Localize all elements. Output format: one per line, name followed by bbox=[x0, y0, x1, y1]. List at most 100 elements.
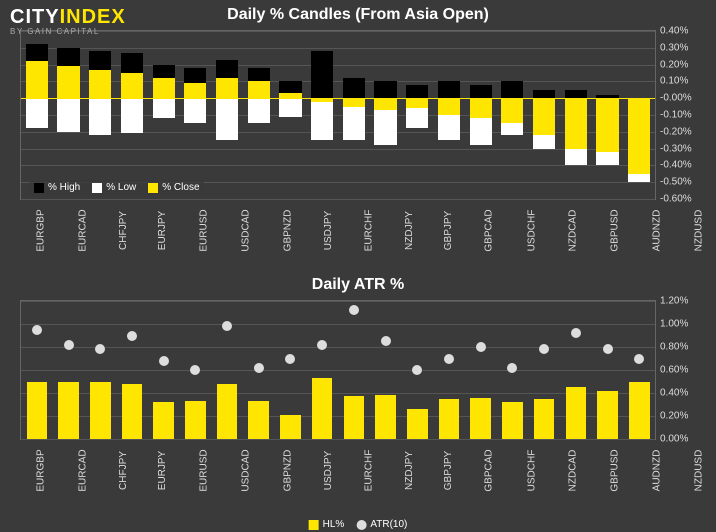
seg-low bbox=[89, 98, 111, 135]
ytick-label: -0.30% bbox=[660, 143, 705, 154]
bar-slot bbox=[497, 301, 529, 439]
xlabel: EURGBP bbox=[36, 449, 47, 491]
seg-low bbox=[121, 98, 143, 133]
seg-close bbox=[438, 98, 460, 115]
gridline bbox=[21, 439, 655, 440]
bar-slot bbox=[211, 301, 243, 439]
legend-label: % Close bbox=[162, 182, 199, 193]
xlabel: USDJPY bbox=[323, 451, 334, 490]
seg-high bbox=[406, 85, 428, 98]
bar-slot bbox=[528, 31, 560, 199]
legend-label: % High bbox=[48, 182, 80, 193]
atr-bar bbox=[217, 384, 238, 439]
atr-bar bbox=[439, 399, 460, 439]
bar-slot bbox=[560, 31, 592, 199]
atr-bar bbox=[566, 387, 587, 439]
chart2-title: Daily ATR % bbox=[0, 270, 716, 294]
xlabel: GBPJPY bbox=[443, 211, 454, 250]
atr-dot bbox=[507, 363, 517, 373]
bar-slot bbox=[116, 301, 148, 439]
legend-swatch bbox=[309, 520, 319, 530]
xlabel: CHFJPY bbox=[118, 211, 129, 250]
xlabel: USDCHF bbox=[526, 450, 537, 492]
seg-close bbox=[343, 98, 365, 106]
legend-item: % Low bbox=[92, 182, 136, 193]
ytick-label: -0.10% bbox=[660, 110, 705, 121]
xlabel: NZDJPY bbox=[404, 211, 415, 250]
atr-bar bbox=[58, 382, 79, 440]
legend-swatch bbox=[356, 520, 366, 530]
chart2-xlabels: EURGBPEURCADCHFJPYEURJPYEURUSDUSDCADGBPN… bbox=[20, 445, 656, 456]
atr-dot bbox=[603, 344, 613, 354]
seg-high bbox=[343, 78, 365, 98]
legend-item: % Close bbox=[148, 182, 199, 193]
bar-slot bbox=[623, 31, 655, 199]
atr-dot bbox=[476, 342, 486, 352]
atr-bar bbox=[344, 396, 365, 439]
bar-slot bbox=[370, 301, 402, 439]
seg-low bbox=[184, 98, 206, 123]
seg-high bbox=[374, 81, 396, 98]
atr-bar bbox=[153, 402, 174, 439]
bar-slot bbox=[306, 31, 338, 199]
xlabel: EURGBP bbox=[36, 209, 47, 251]
seg-low bbox=[248, 98, 270, 123]
xlabel: GBPCAD bbox=[484, 209, 495, 251]
seg-close bbox=[89, 70, 111, 99]
bars-row bbox=[21, 31, 655, 199]
ytick-label: -0.60% bbox=[660, 194, 705, 205]
seg-high bbox=[565, 90, 587, 98]
atr-bar bbox=[407, 409, 428, 439]
seg-close bbox=[216, 78, 238, 98]
xlabel: USDCAD bbox=[241, 209, 252, 251]
xlabel: NZDCAD bbox=[568, 450, 579, 492]
atr-dot bbox=[95, 344, 105, 354]
logo-part1: CITY bbox=[10, 6, 60, 28]
bar-slot bbox=[243, 31, 275, 199]
xlabel: USDCHF bbox=[526, 210, 537, 252]
atr-dot bbox=[381, 336, 391, 346]
atr-dot bbox=[254, 363, 264, 373]
ytick-label: 0.40% bbox=[660, 26, 705, 37]
bar-slot bbox=[433, 31, 465, 199]
atr-dot bbox=[190, 365, 200, 375]
bar-slot bbox=[338, 31, 370, 199]
xlabel: EURJPY bbox=[158, 211, 169, 250]
seg-close bbox=[121, 73, 143, 98]
atr-bar bbox=[27, 382, 48, 440]
bar-slot bbox=[338, 301, 370, 439]
bar-slot bbox=[84, 31, 116, 199]
xlabel: GBPUSD bbox=[610, 449, 621, 491]
seg-close bbox=[153, 78, 175, 98]
logo-part2: INDEX bbox=[60, 6, 126, 28]
ytick-label: 0.20% bbox=[660, 411, 705, 422]
ytick-label: 0.40% bbox=[660, 388, 705, 399]
bar-slot bbox=[21, 301, 53, 439]
atr-dot bbox=[444, 354, 454, 364]
bars-row bbox=[21, 301, 655, 439]
gridline bbox=[21, 199, 655, 200]
bar-slot bbox=[243, 301, 275, 439]
xlabel: GBPUSD bbox=[610, 209, 621, 251]
ytick-label: -0.00% bbox=[660, 93, 705, 104]
bar-slot bbox=[433, 301, 465, 439]
bar-slot bbox=[180, 301, 212, 439]
atr-bar bbox=[185, 401, 206, 439]
legend-item: % High bbox=[34, 182, 80, 193]
legend-label: HL% bbox=[323, 519, 345, 530]
legend-swatch bbox=[34, 183, 44, 193]
xlabel: EURCHF bbox=[364, 210, 375, 252]
seg-low bbox=[279, 98, 301, 116]
atr-chart: Daily ATR % 0.00%0.20%0.40%0.60%0.80%1.0… bbox=[0, 270, 716, 532]
seg-close bbox=[565, 98, 587, 148]
bar-slot bbox=[401, 31, 433, 199]
atr-dot bbox=[64, 340, 74, 350]
atr-dot bbox=[571, 328, 581, 338]
atr-dot bbox=[285, 354, 295, 364]
xlabel: EURUSD bbox=[198, 209, 209, 251]
seg-high bbox=[470, 85, 492, 98]
atr-bar bbox=[629, 382, 650, 440]
xlabel: EURCAD bbox=[78, 209, 89, 251]
xlabel: NZDUSD bbox=[693, 450, 704, 492]
xlabel: GBPNZD bbox=[283, 450, 294, 492]
